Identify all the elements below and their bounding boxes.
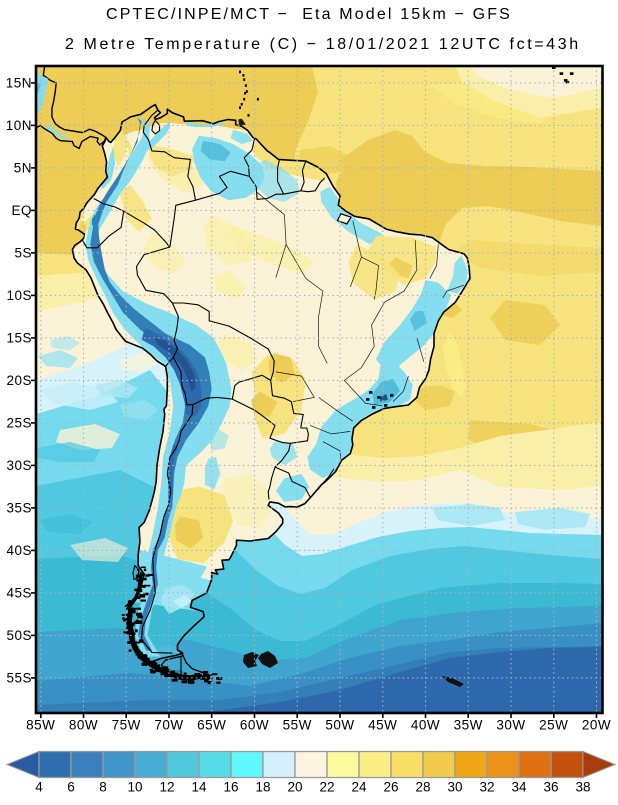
svg-text:55S: 55S xyxy=(6,670,32,685)
svg-text:EQ: EQ xyxy=(11,203,32,218)
svg-text:25S: 25S xyxy=(6,415,32,430)
svg-text:16: 16 xyxy=(223,780,238,795)
svg-text:50W: 50W xyxy=(325,718,354,733)
svg-text:4: 4 xyxy=(35,780,43,795)
svg-text:75W: 75W xyxy=(112,718,141,733)
svg-text:24: 24 xyxy=(351,780,367,795)
svg-text:30W: 30W xyxy=(496,718,525,733)
svg-text:70W: 70W xyxy=(154,718,183,733)
svg-text:10N: 10N xyxy=(6,118,32,133)
svg-text:26: 26 xyxy=(383,780,398,795)
svg-text:15S: 15S xyxy=(6,330,32,345)
svg-text:85W: 85W xyxy=(26,718,55,733)
svg-text:28: 28 xyxy=(415,780,430,795)
svg-text:15N: 15N xyxy=(6,75,32,90)
svg-text:12: 12 xyxy=(159,780,174,795)
svg-text:35W: 35W xyxy=(454,718,483,733)
svg-text:5S: 5S xyxy=(14,245,32,260)
svg-text:50S: 50S xyxy=(6,628,32,643)
svg-text:18: 18 xyxy=(255,780,270,795)
svg-text:34: 34 xyxy=(511,780,527,795)
svg-text:14: 14 xyxy=(191,780,207,795)
svg-text:40S: 40S xyxy=(6,543,32,558)
svg-text:65W: 65W xyxy=(197,718,226,733)
svg-text:38: 38 xyxy=(575,780,590,795)
svg-text:45S: 45S xyxy=(6,585,32,600)
svg-text:40W: 40W xyxy=(411,718,440,733)
svg-text:10: 10 xyxy=(127,780,142,795)
svg-text:20S: 20S xyxy=(6,373,32,388)
svg-text:60W: 60W xyxy=(240,718,269,733)
svg-text:35S: 35S xyxy=(6,500,32,515)
svg-text:10S: 10S xyxy=(6,288,32,303)
svg-text:8: 8 xyxy=(99,780,107,795)
svg-text:20W: 20W xyxy=(582,718,611,733)
svg-text:30: 30 xyxy=(447,780,462,795)
svg-text:20: 20 xyxy=(287,780,302,795)
svg-text:5N: 5N xyxy=(14,160,32,175)
svg-text:55W: 55W xyxy=(283,718,312,733)
svg-text:80W: 80W xyxy=(69,718,98,733)
svg-text:22: 22 xyxy=(319,780,334,795)
svg-text:36: 36 xyxy=(543,780,558,795)
svg-text:32: 32 xyxy=(479,780,494,795)
svg-text:25W: 25W xyxy=(539,718,568,733)
svg-text:45W: 45W xyxy=(368,718,397,733)
svg-text:30S: 30S xyxy=(6,458,32,473)
svg-text:6: 6 xyxy=(67,780,75,795)
